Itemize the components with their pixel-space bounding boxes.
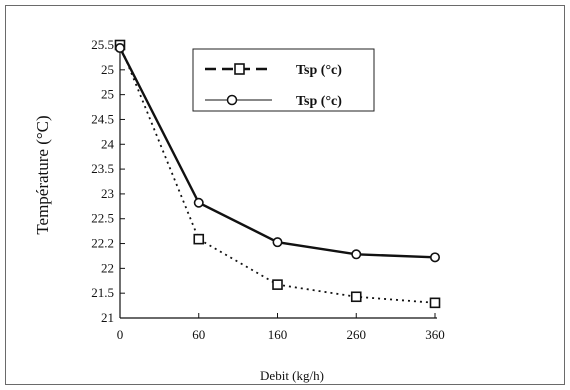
y-ticks: 21 21.5 22 22.2 22.5 23 23.5 24 24.5 25 25 25.5	[91, 37, 125, 325]
y-tick-label: 25	[101, 87, 114, 102]
y-tick-label: 21.5	[91, 285, 114, 300]
data-point-circle	[429, 252, 440, 263]
x-tick-label: 360	[425, 327, 445, 342]
data-point-circle	[272, 237, 283, 248]
legend-marker-circle	[226, 94, 238, 106]
data-point-circle	[115, 43, 126, 54]
y-tick-label: 23.5	[91, 161, 114, 176]
x-tick-label: 0	[117, 327, 124, 342]
data-point-circle	[193, 197, 204, 208]
y-tick-label: 21	[101, 310, 114, 325]
legend-marker-square	[234, 63, 245, 75]
series-layer	[114, 39, 441, 309]
x-tick-label: 260	[347, 327, 367, 342]
data-point-square	[272, 279, 283, 290]
y-tick-label: 24	[101, 136, 115, 151]
data-point-square	[350, 291, 362, 303]
y-tick-label: 23	[101, 186, 114, 201]
y-tick-label: 22.5	[91, 211, 114, 226]
data-point-square	[193, 233, 205, 245]
y-tick-label: 25.5	[91, 37, 114, 52]
legend: Tsp (°c) Tsp (°c)	[192, 48, 375, 112]
data-point-square	[429, 297, 441, 309]
legend-label-1: Tsp (°c)	[296, 94, 342, 109]
y-tick-label: 24.5	[91, 111, 114, 126]
x-tick-label: 60	[192, 327, 205, 342]
x-axis-label: Debit (kg/h)	[260, 368, 324, 383]
y-tick-label: 22	[101, 260, 114, 275]
legend-label-0: Tsp (°c)	[296, 63, 342, 78]
data-point-circle	[351, 249, 362, 260]
y-tick-label: 22.2	[91, 236, 114, 251]
y-axis-label: Température (°C)	[33, 115, 52, 234]
legend-box	[192, 48, 375, 112]
y-tick-label: 25	[101, 62, 114, 77]
axes	[119, 40, 437, 319]
x-ticks: 0 60 160 260 360	[117, 313, 445, 342]
x-tick-label: 160	[268, 327, 288, 342]
